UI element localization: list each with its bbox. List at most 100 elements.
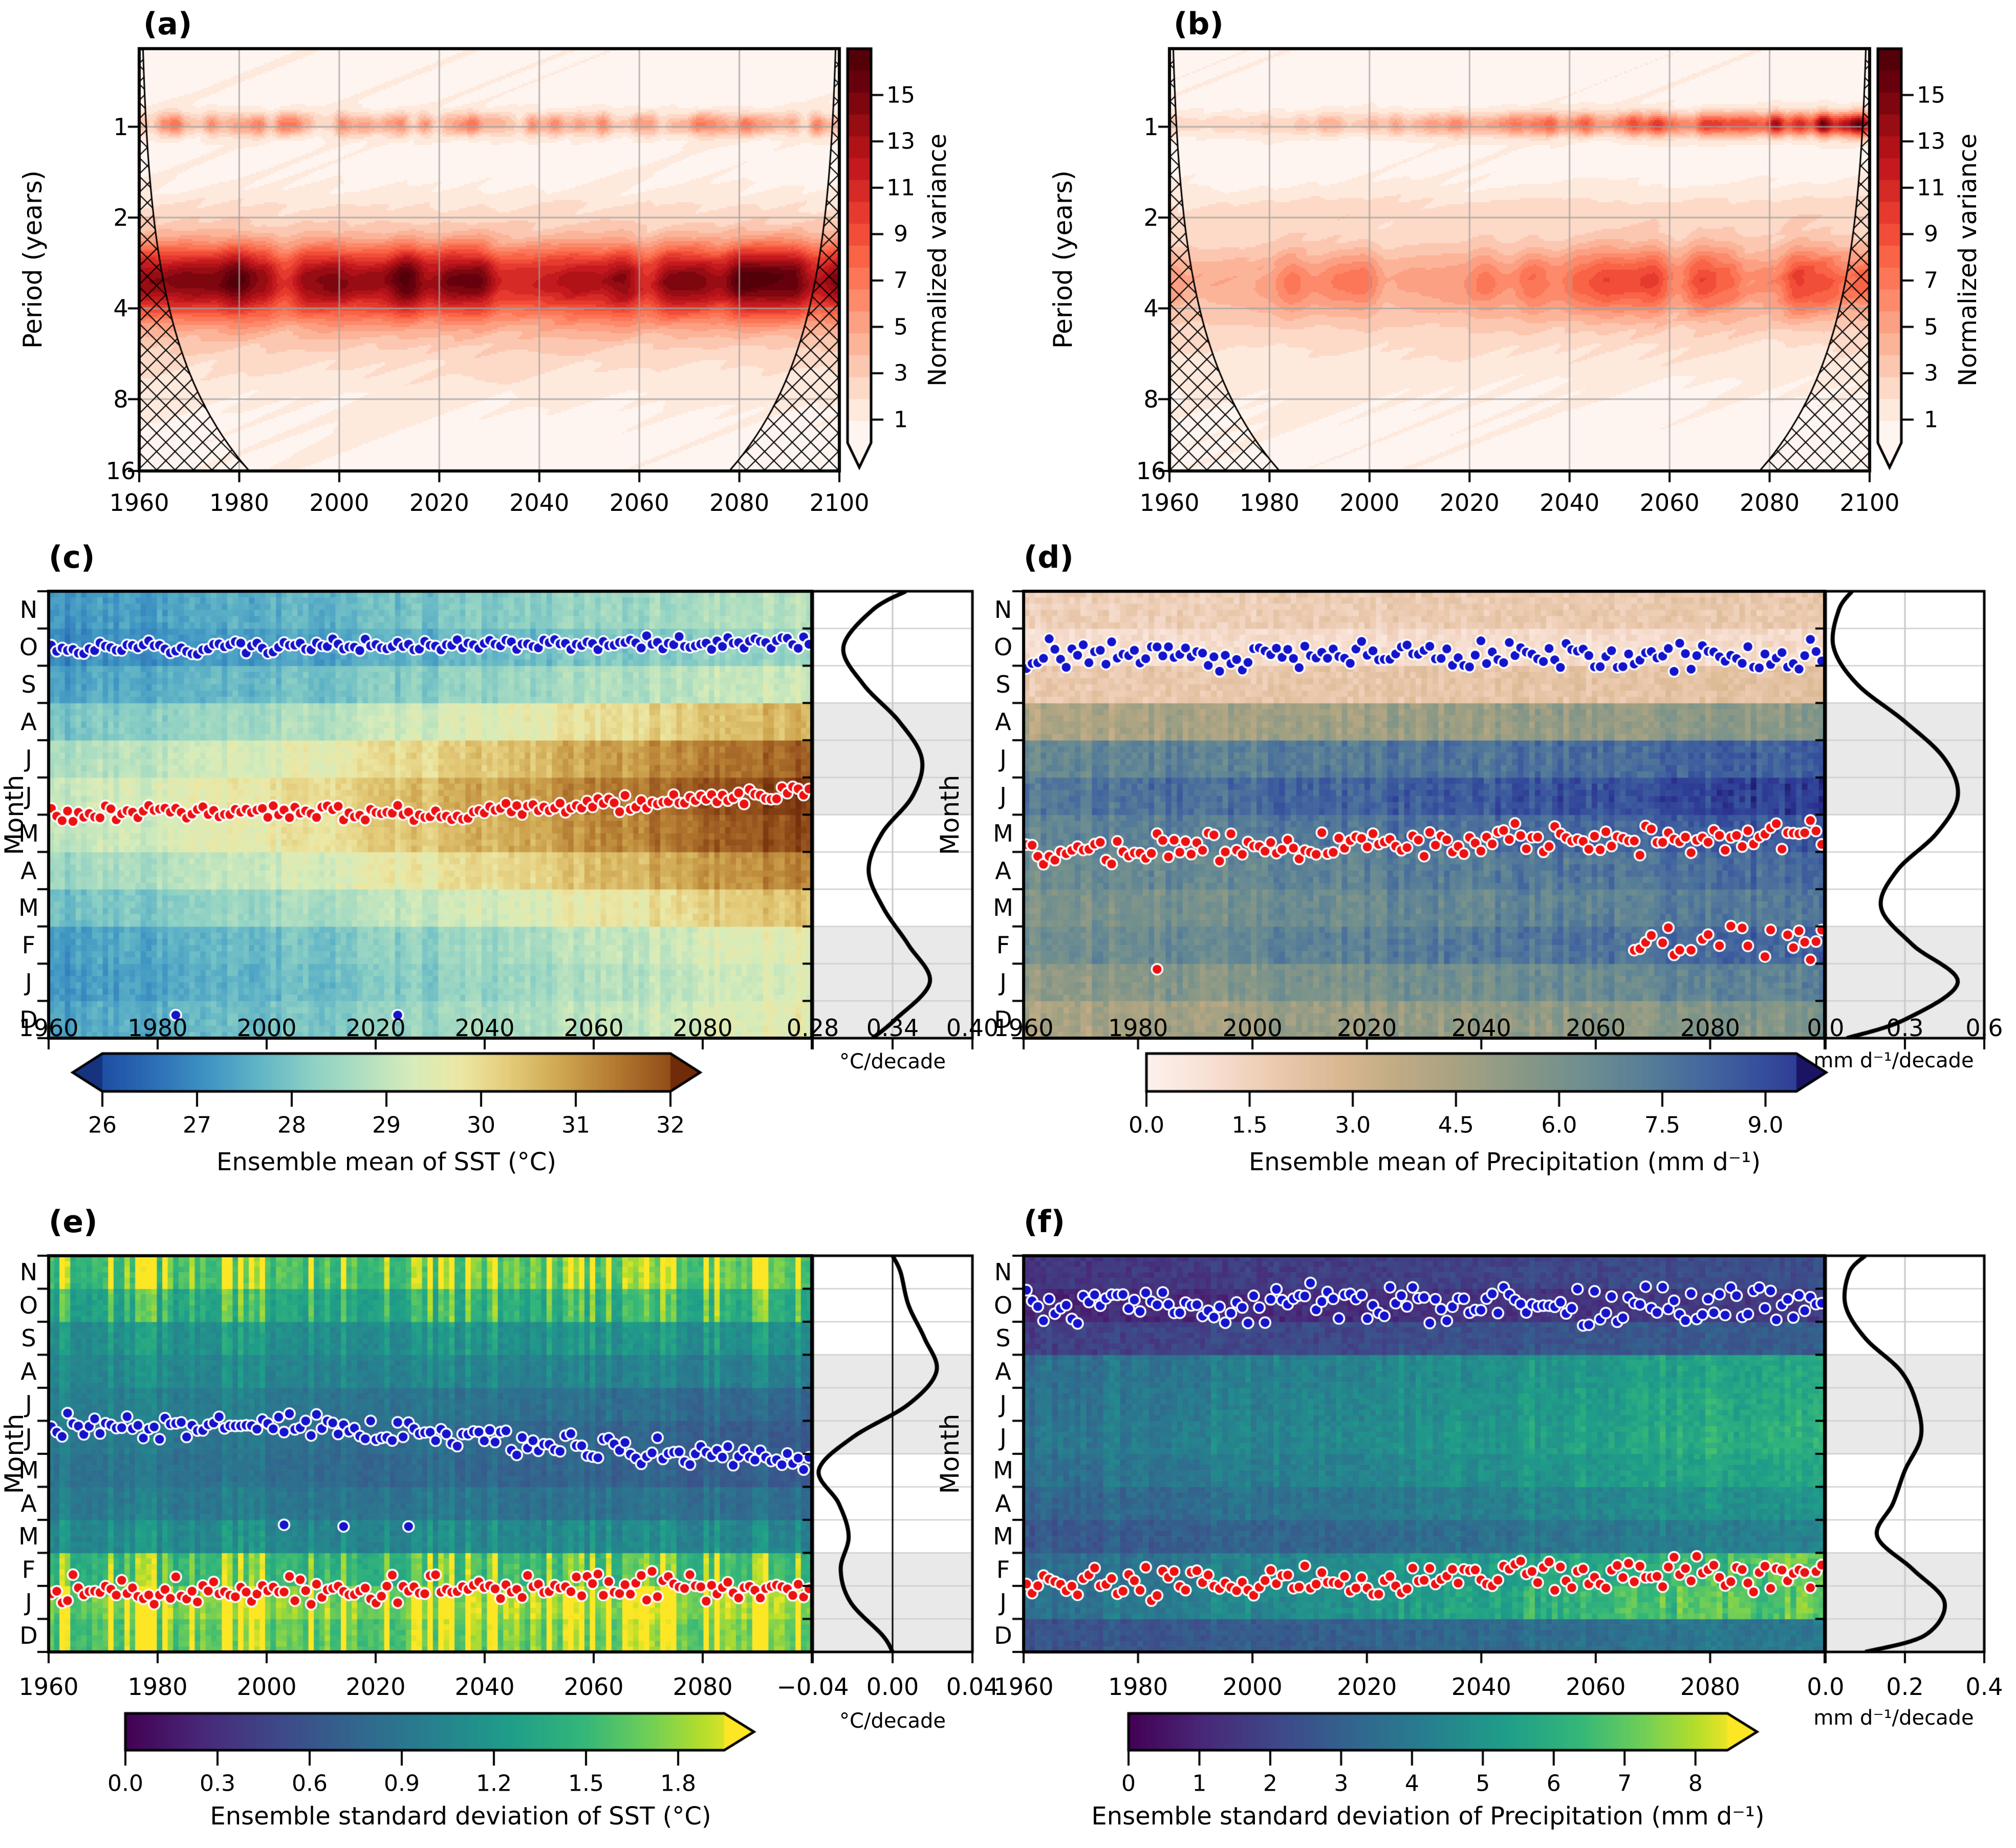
x-tick-label-c: 2020 <box>345 1014 406 1042</box>
colorbar-tick-label-f: 8 <box>1688 1770 1703 1797</box>
side-unit-f: mm d⁻¹/decade <box>1813 1706 1974 1730</box>
colorbar-tick-label-f: 0 <box>1121 1770 1136 1797</box>
colorbar-tick-label-e: 0.0 <box>107 1770 143 1797</box>
colorbar-tick-label-f: 7 <box>1617 1770 1632 1797</box>
colorbar-tick-label-b: 9 <box>1924 221 1938 247</box>
panel-label-e: (e) <box>49 1204 98 1240</box>
colorbar-tick-label-d: 0.0 <box>1129 1112 1164 1138</box>
month-tick-label-e: S <box>21 1324 36 1352</box>
x-tick-label-f: 2060 <box>1566 1673 1626 1701</box>
colorbar-tick-label-a: 13 <box>886 128 915 155</box>
month-tick-label-f: A <box>995 1357 1011 1385</box>
month-tick-label-f: F <box>996 1555 1010 1583</box>
y-tick-label-a: 1 <box>113 113 128 141</box>
side-tick-label-d: 0.3 <box>1886 1014 1924 1042</box>
y-axis-label-d: Month <box>935 775 965 855</box>
colorbar-title-f: Ensemble standard deviation of Precipita… <box>1091 1802 1765 1831</box>
x-tick-label-c: 2000 <box>236 1014 297 1042</box>
y-tick-label-b: 4 <box>1143 294 1159 323</box>
x-tick-label-d: 2000 <box>1222 1014 1283 1042</box>
colorbar-tick-label-e: 1.5 <box>568 1770 604 1797</box>
x-tick-label-d: 2020 <box>1337 1014 1397 1042</box>
y-tick-label-b: 1 <box>1143 113 1159 141</box>
colorbar-tick-label-b: 11 <box>1917 175 1945 201</box>
colorbar-tick-label-f: 1 <box>1192 1770 1207 1797</box>
colorbar-tick-label-a: 3 <box>894 360 908 386</box>
x-tick-label-b: 2060 <box>1639 489 1700 517</box>
month-tick-label-c: J <box>25 745 32 773</box>
x-tick-label-e: 2020 <box>345 1673 406 1701</box>
month-tick-label-c: J <box>25 782 32 810</box>
colorbar-tick-label-a: 5 <box>894 314 908 340</box>
month-tick-label-f: M <box>993 1456 1013 1485</box>
x-tick-label-b: 2040 <box>1540 489 1600 517</box>
month-tick-label-f: O <box>993 1291 1013 1319</box>
x-tick-label-f: 2080 <box>1680 1673 1740 1701</box>
x-tick-label-b: 2020 <box>1439 489 1500 517</box>
x-tick-label-d: 2060 <box>1566 1014 1626 1042</box>
panel-label-a: (a) <box>143 6 192 42</box>
month-tick-label-e: J <box>25 1390 32 1419</box>
side-tick-label-c: 0.34 <box>866 1014 919 1042</box>
colorbar-tick-label-a: 9 <box>894 221 908 247</box>
colorbar-title-d: Ensemble mean of Precipitation (mm d⁻¹) <box>1248 1148 1761 1176</box>
month-tick-label-d: S <box>995 670 1011 698</box>
month-tick-label-d: A <box>995 856 1011 885</box>
y-axis-label-a: Period (years) <box>18 170 48 349</box>
month-tick-label-d: M <box>993 894 1013 922</box>
side-unit-d: mm d⁻¹/decade <box>1813 1049 1974 1072</box>
side-tick-label-f: 0.0 <box>1807 1673 1845 1701</box>
month-tick-label-e: J <box>25 1423 32 1451</box>
month-tick-label-e: F <box>21 1555 36 1583</box>
month-tick-label-c: A <box>20 856 37 885</box>
month-tick-label-e: A <box>20 1357 37 1385</box>
colorbar-tick-label-a: 11 <box>886 175 915 201</box>
month-tick-label-c: N <box>19 596 38 624</box>
side-tick-label-d: 0.0 <box>1807 1014 1845 1042</box>
colorbar-tick-label-d: 4.5 <box>1438 1112 1474 1138</box>
colorbar-tick-label-d: 6.0 <box>1541 1112 1577 1138</box>
colorbar-title-e: Ensemble standard deviation of SST (°C) <box>210 1802 711 1831</box>
month-tick-label-d: N <box>994 596 1012 624</box>
colorbar-tick-label-d: 7.5 <box>1644 1112 1680 1138</box>
x-tick-label-e: 2080 <box>673 1673 733 1701</box>
colorbar-tick-label-c: 31 <box>561 1112 590 1138</box>
y-tick-label-b: 2 <box>1143 204 1159 231</box>
colorbar-tick-label-a: 1 <box>894 406 908 433</box>
month-tick-label-d: O <box>993 633 1013 661</box>
month-tick-label-e: A <box>20 1489 37 1517</box>
colorbar-tick-label-b: 7 <box>1924 267 1938 294</box>
x-tick-label-d: 1980 <box>1108 1014 1168 1042</box>
x-tick-label-b: 2000 <box>1339 489 1400 517</box>
month-tick-label-f: J <box>1000 1588 1007 1617</box>
x-tick-label-b: 1980 <box>1239 489 1299 517</box>
x-tick-label-b: 2100 <box>1839 489 1900 517</box>
month-tick-label-d: A <box>995 707 1011 736</box>
colorbar-tick-label-c: 29 <box>372 1112 401 1138</box>
month-tick-label-e: D <box>19 1621 38 1649</box>
x-tick-label-f: 2020 <box>1337 1673 1397 1701</box>
x-tick-label-e: 1960 <box>18 1673 79 1701</box>
colorbar-tick-label-f: 3 <box>1334 1770 1349 1797</box>
x-tick-label-a: 2040 <box>509 489 570 517</box>
colorbar-tick-label-f: 5 <box>1476 1770 1490 1797</box>
side-tick-label-e: 0.00 <box>866 1673 919 1701</box>
month-tick-label-e: J <box>25 1588 32 1617</box>
x-tick-label-c: 2040 <box>454 1014 515 1042</box>
month-tick-label-d: J <box>1000 782 1007 810</box>
month-tick-label-e: O <box>19 1291 38 1319</box>
side-tick-label-e: −0.04 <box>776 1673 849 1701</box>
colorbar-tick-label-a: 15 <box>886 82 915 109</box>
panel-label-b: (b) <box>1174 6 1224 42</box>
month-tick-label-c: A <box>20 707 37 736</box>
month-tick-label-f: J <box>1000 1423 1007 1451</box>
month-tick-label-f: D <box>994 1621 1012 1649</box>
colorbar-tick-label-e: 0.3 <box>200 1770 235 1797</box>
month-tick-label-e: M <box>18 1522 39 1551</box>
y-tick-label-a: 16 <box>105 457 136 485</box>
side-tick-label-f: 0.2 <box>1886 1673 1924 1701</box>
month-tick-label-c: M <box>18 894 39 922</box>
colorbar-tick-label-c: 28 <box>277 1112 306 1138</box>
month-tick-label-d: J <box>1000 968 1007 996</box>
